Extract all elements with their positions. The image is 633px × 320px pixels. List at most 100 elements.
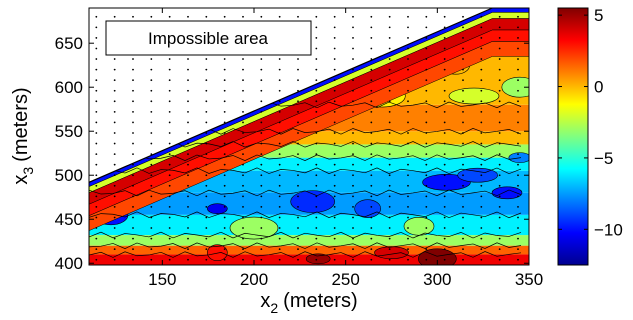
sample-dot [480,89,483,92]
sample-dot [242,132,244,134]
sample-dot [425,47,428,50]
sample-dot [150,79,153,82]
sample-dot [517,227,519,229]
sample-dot [388,100,391,103]
sample-dot [260,184,263,187]
sample-dot [242,121,244,124]
sample-dot [132,68,134,71]
sample-dot [480,132,483,134]
sample-dot [443,58,446,60]
contour-patch [207,203,228,214]
sample-dot [278,153,281,156]
sample-dot [352,142,354,145]
sample-dot [388,163,391,166]
sample-dot [113,15,116,18]
sample-dot [223,206,226,208]
contour-patch [422,173,471,191]
sample-dot [462,58,464,60]
sample-dot [278,58,281,60]
sample-dot [297,258,299,261]
sample-dot [95,100,98,103]
sample-dot [168,184,171,187]
sample-dot [205,79,208,82]
sample-dot [187,110,189,113]
sample-dot [187,142,189,145]
sample-dot [407,216,409,219]
sample-dot [113,153,116,156]
sample-dot [132,89,134,92]
sample-dot [517,110,519,113]
sample-dot [498,163,501,166]
sample-dot [462,237,464,240]
sample-dot [388,195,391,198]
sample-dot [480,195,483,198]
sample-dot [370,163,373,166]
sample-dot [352,121,354,124]
contour-line [89,231,522,239]
sample-dot [132,174,134,177]
sample-dot [205,132,208,134]
sample-dot [498,237,501,240]
sample-dot [95,132,98,134]
sample-dot [113,258,116,261]
sample-dot [370,142,373,145]
sample-dot [260,79,263,82]
sample-dot [260,248,263,251]
sample-dot [113,142,116,145]
sample-dot [517,100,519,103]
sample-dot [242,163,244,166]
sample-dot [113,68,116,71]
sample-dot [95,89,98,92]
sample-dot [297,227,299,229]
sample-dot [132,227,134,229]
sample-dot [205,121,208,124]
sample-dot [480,37,483,39]
sample-dot [462,174,464,177]
sample-dot [260,15,263,18]
sample-dot [278,174,281,177]
sample-dot [113,206,116,208]
sample-dot [242,248,244,251]
sample-dot [443,37,446,39]
sample-dot [370,26,373,29]
sample-dot [132,163,134,166]
sample-dot [315,68,318,71]
sample-dot [187,58,189,60]
sample-dot [388,79,391,82]
sample-dot [462,68,464,71]
sample-dot [462,163,464,166]
sample-dot [187,100,189,103]
sample-dot [352,47,354,50]
sample-dot [242,237,244,240]
sample-dot [278,184,281,187]
sample-dot [370,47,373,50]
sample-dot [278,15,281,18]
sample-dot [278,132,281,134]
sample-dot [297,248,299,251]
sample-dot [132,258,134,261]
sample-dot [333,237,336,240]
sample-dot [150,248,153,251]
sample-dot [278,121,281,124]
sample-dot [462,184,464,187]
impossible-area-legend: Impossible area [105,20,312,56]
sample-dot [498,110,501,113]
sample-dot [407,237,409,240]
contour-patch [305,253,331,265]
sample-dot [517,174,519,177]
sample-dot [370,110,373,113]
sample-dot [205,142,208,145]
sample-dot [370,216,373,219]
sample-dot [205,258,208,261]
sample-dot [462,15,464,18]
sample-dot [517,163,519,166]
sample-dot [132,132,134,134]
sample-dot [132,195,134,198]
sample-dot [260,174,263,177]
contour-line [89,154,522,161]
sample-dot [517,121,519,124]
colorbar-tick-label: −5 [594,149,613,168]
sample-dot [95,68,98,71]
sample-dot [242,68,244,71]
sample-dot [187,68,189,71]
